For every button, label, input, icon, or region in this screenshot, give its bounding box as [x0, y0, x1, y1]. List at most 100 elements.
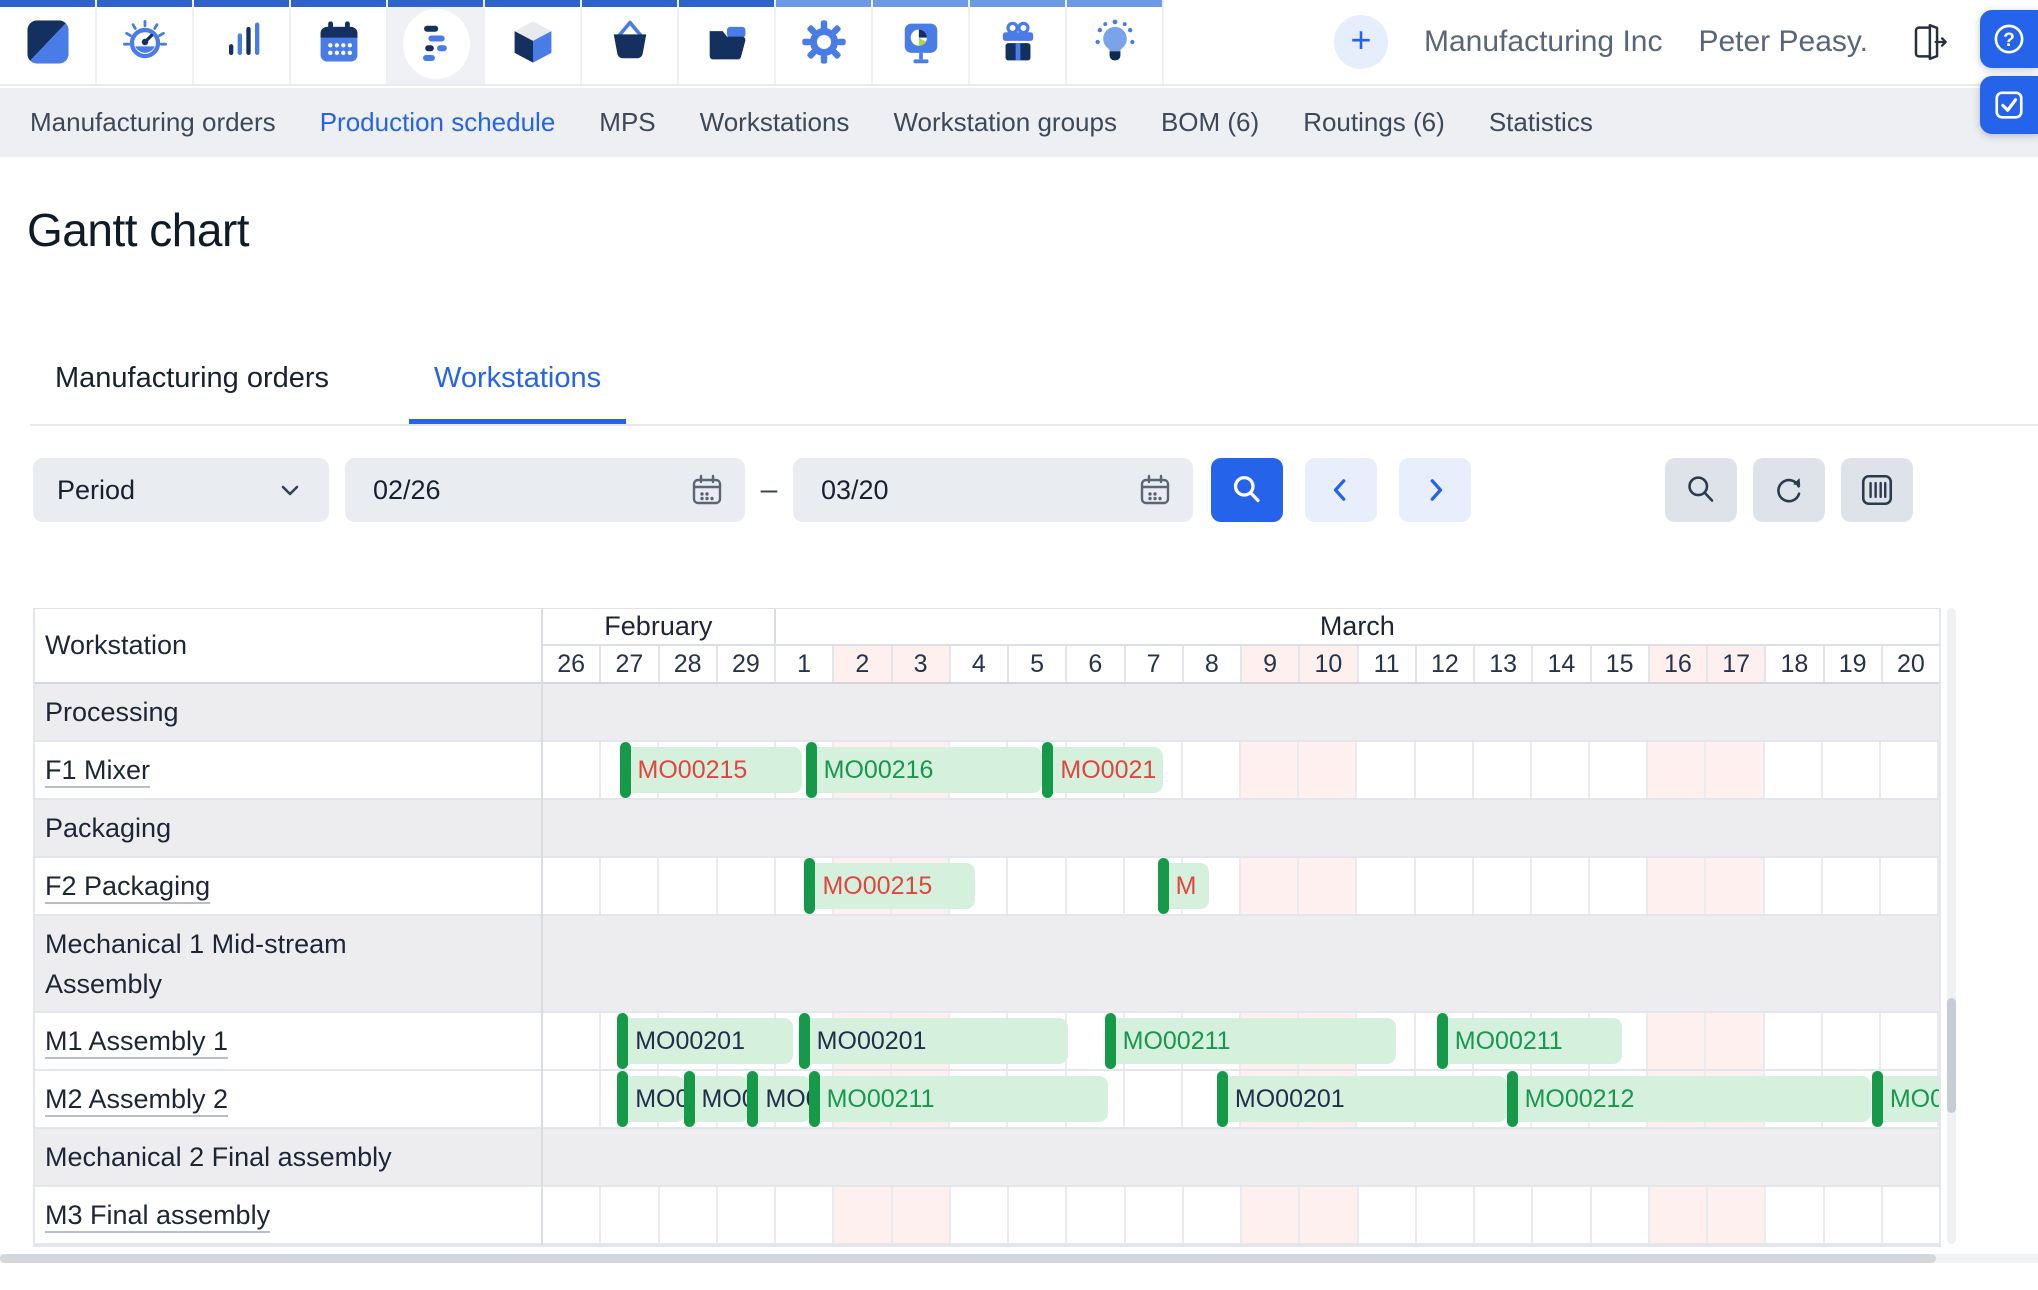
- gantt-day-cell: [1590, 742, 1649, 798]
- gantt-day-cell: [1299, 742, 1358, 798]
- app-icon-production-schedule[interactable]: [388, 0, 485, 84]
- gantt-bar-mo0[interactable]: MO0: [1871, 1071, 1939, 1127]
- gantt-bar-mo0[interactable]: MO0: [617, 1071, 686, 1127]
- vertical-scrollbar-thumb[interactable]: [1947, 998, 1956, 1113]
- workstation-link[interactable]: F1 Mixer: [45, 754, 151, 785]
- topbar-accent-strip: [1067, 0, 1162, 7]
- nav-item-manufacturing-orders[interactable]: Manufacturing orders: [30, 107, 276, 137]
- nav-item-production-schedule[interactable]: Production schedule: [319, 107, 556, 137]
- tab-manufacturing-orders[interactable]: Manufacturing orders: [55, 362, 330, 394]
- gantt-day-cell: [543, 1013, 602, 1069]
- nav-item-statistics[interactable]: Statistics: [1488, 107, 1593, 137]
- nav-item-workstations[interactable]: Workstations: [699, 107, 850, 137]
- app-icon-logo[interactable]: [0, 0, 97, 84]
- gantt-bar-mo0021[interactable]: MO0021: [1042, 742, 1164, 798]
- barcode-button[interactable]: [1841, 458, 1913, 522]
- app-icon-reports[interactable]: [873, 0, 970, 84]
- day-header-cell: 18: [1766, 646, 1825, 682]
- gantt-day-cell: [659, 858, 718, 914]
- app-icon-statistics[interactable]: [194, 0, 291, 84]
- gantt-view-tabs: Manufacturing orders Workstations: [30, 362, 627, 424]
- refresh-button[interactable]: [1753, 458, 1825, 522]
- gantt-bar-mo00215[interactable]: MO00215: [619, 742, 802, 798]
- search-rows-button[interactable]: [1665, 458, 1737, 522]
- gantt-bar-mo00201[interactable]: MO00201: [798, 1013, 1069, 1069]
- workstation-group-label: Mechanical 1 Mid-stream Assembly: [35, 916, 541, 1013]
- gantt-day-cell: [1067, 1071, 1125, 1127]
- app-icon-rewards[interactable]: [970, 0, 1067, 84]
- apply-search-button[interactable]: [1211, 458, 1283, 522]
- gantt-bar-mo00211[interactable]: MO00211: [808, 1071, 1109, 1127]
- page-title: Gantt chart: [27, 204, 250, 256]
- gantt-day-cell: [1765, 742, 1823, 798]
- workstation-link[interactable]: M1 Assembly 1: [45, 1025, 229, 1056]
- workstation-link[interactable]: M3 Final assembly: [45, 1199, 271, 1230]
- app-icon-stock[interactable]: [485, 0, 582, 84]
- date-from-field[interactable]: 02/26: [345, 458, 745, 522]
- workstation-link[interactable]: M2 Assembly 2: [45, 1083, 229, 1114]
- app-icon-calendar[interactable]: [291, 0, 388, 84]
- app-icon-settings[interactable]: [776, 0, 873, 84]
- gantt-bar-mo00201[interactable]: MO00201: [617, 1013, 793, 1069]
- gantt-day-cell: [1184, 1187, 1242, 1243]
- app-icon-dashboard[interactable]: [97, 0, 194, 84]
- date-to-field[interactable]: 03/20: [793, 458, 1193, 522]
- period-select[interactable]: Period: [33, 458, 329, 522]
- gantt-bar-mo00211[interactable]: MO00211: [1436, 1013, 1622, 1069]
- question-icon: ?: [1994, 24, 2024, 54]
- app-icon-ideas[interactable]: [1067, 0, 1164, 84]
- gantt-table: Workstation Processing F1 Mixer Packaging F…: [33, 608, 1941, 1247]
- gantt-day-cell: [660, 1187, 718, 1243]
- gantt-bar-mo00216[interactable]: MO00216: [805, 742, 1043, 798]
- gantt-bar-mo00211[interactable]: MO00211: [1104, 1013, 1397, 1069]
- reports-icon: [895, 16, 947, 68]
- workstation-group-label: Packaging: [35, 800, 541, 858]
- help-button[interactable]: ?: [1980, 10, 2038, 68]
- logout-icon[interactable]: [1904, 19, 1950, 65]
- add-button[interactable]: +: [1334, 15, 1388, 69]
- gantt-day-cell: [601, 858, 660, 914]
- tasks-button[interactable]: [1980, 76, 2038, 134]
- gantt-bar-m[interactable]: M: [1157, 858, 1209, 914]
- bar-order-label: MO0: [765, 1084, 810, 1113]
- bar-start-notch: [683, 1071, 695, 1127]
- horizontal-scrollbar-thumb[interactable]: [0, 1254, 1937, 1263]
- gantt-day-cell: [718, 858, 776, 914]
- checkbox-icon: [1995, 91, 2023, 119]
- gantt-bar-mo00215[interactable]: MO00215: [804, 858, 976, 914]
- month-header-march: March: [1319, 611, 1395, 641]
- day-header-cell: 20: [1896, 650, 1925, 678]
- app-icon-procurement[interactable]: [582, 0, 679, 84]
- nav-item-workstation-groups[interactable]: Workstation groups: [893, 107, 1117, 137]
- tab-workstations[interactable]: Workstations: [409, 362, 627, 424]
- nav-item-mps[interactable]: MPS: [599, 107, 656, 137]
- gantt-bar-mo00212[interactable]: MO00212: [1506, 1071, 1871, 1127]
- gantt-day-cell: [1881, 1013, 1939, 1069]
- nav-item-routings-6[interactable]: Routings (6): [1303, 107, 1445, 137]
- gantt-bar-mo00201[interactable]: MO00201: [1216, 1071, 1507, 1127]
- day-header-cell: 8: [1184, 646, 1242, 682]
- day-header-cell: 6: [1067, 646, 1126, 682]
- gantt-day-cell: [1125, 742, 1183, 798]
- chevron-down-icon: [281, 485, 299, 496]
- next-period-button[interactable]: [1399, 458, 1471, 522]
- calendar-icon: [313, 16, 365, 68]
- prev-period-button[interactable]: [1305, 458, 1377, 522]
- company-name[interactable]: Manufacturing Inc: [1424, 25, 1663, 58]
- nav-item-bom-6[interactable]: BOM (6): [1160, 107, 1260, 137]
- gantt-day-cell: [1357, 742, 1416, 798]
- gantt-bar-mo0[interactable]: MO0: [683, 1071, 750, 1127]
- gantt-day-cell: [543, 1187, 602, 1243]
- bar-start-notch: [808, 1071, 820, 1127]
- gantt-workstation-row: [543, 1187, 1939, 1245]
- active-icon-highlight: [403, 9, 470, 79]
- gantt-bar-mo0[interactable]: MO0: [747, 1071, 811, 1127]
- user-name[interactable]: Peter Peasy.: [1698, 25, 1868, 58]
- gantt-day-cell: [1357, 1013, 1416, 1069]
- workstation-link[interactable]: F2 Packaging: [45, 870, 211, 901]
- gantt-day-cell: [601, 1187, 660, 1243]
- app-icon-documents[interactable]: [679, 0, 776, 84]
- refresh-icon: [1777, 478, 1801, 503]
- group-name: Mechanical 1 Mid-stream Assembly: [45, 928, 347, 999]
